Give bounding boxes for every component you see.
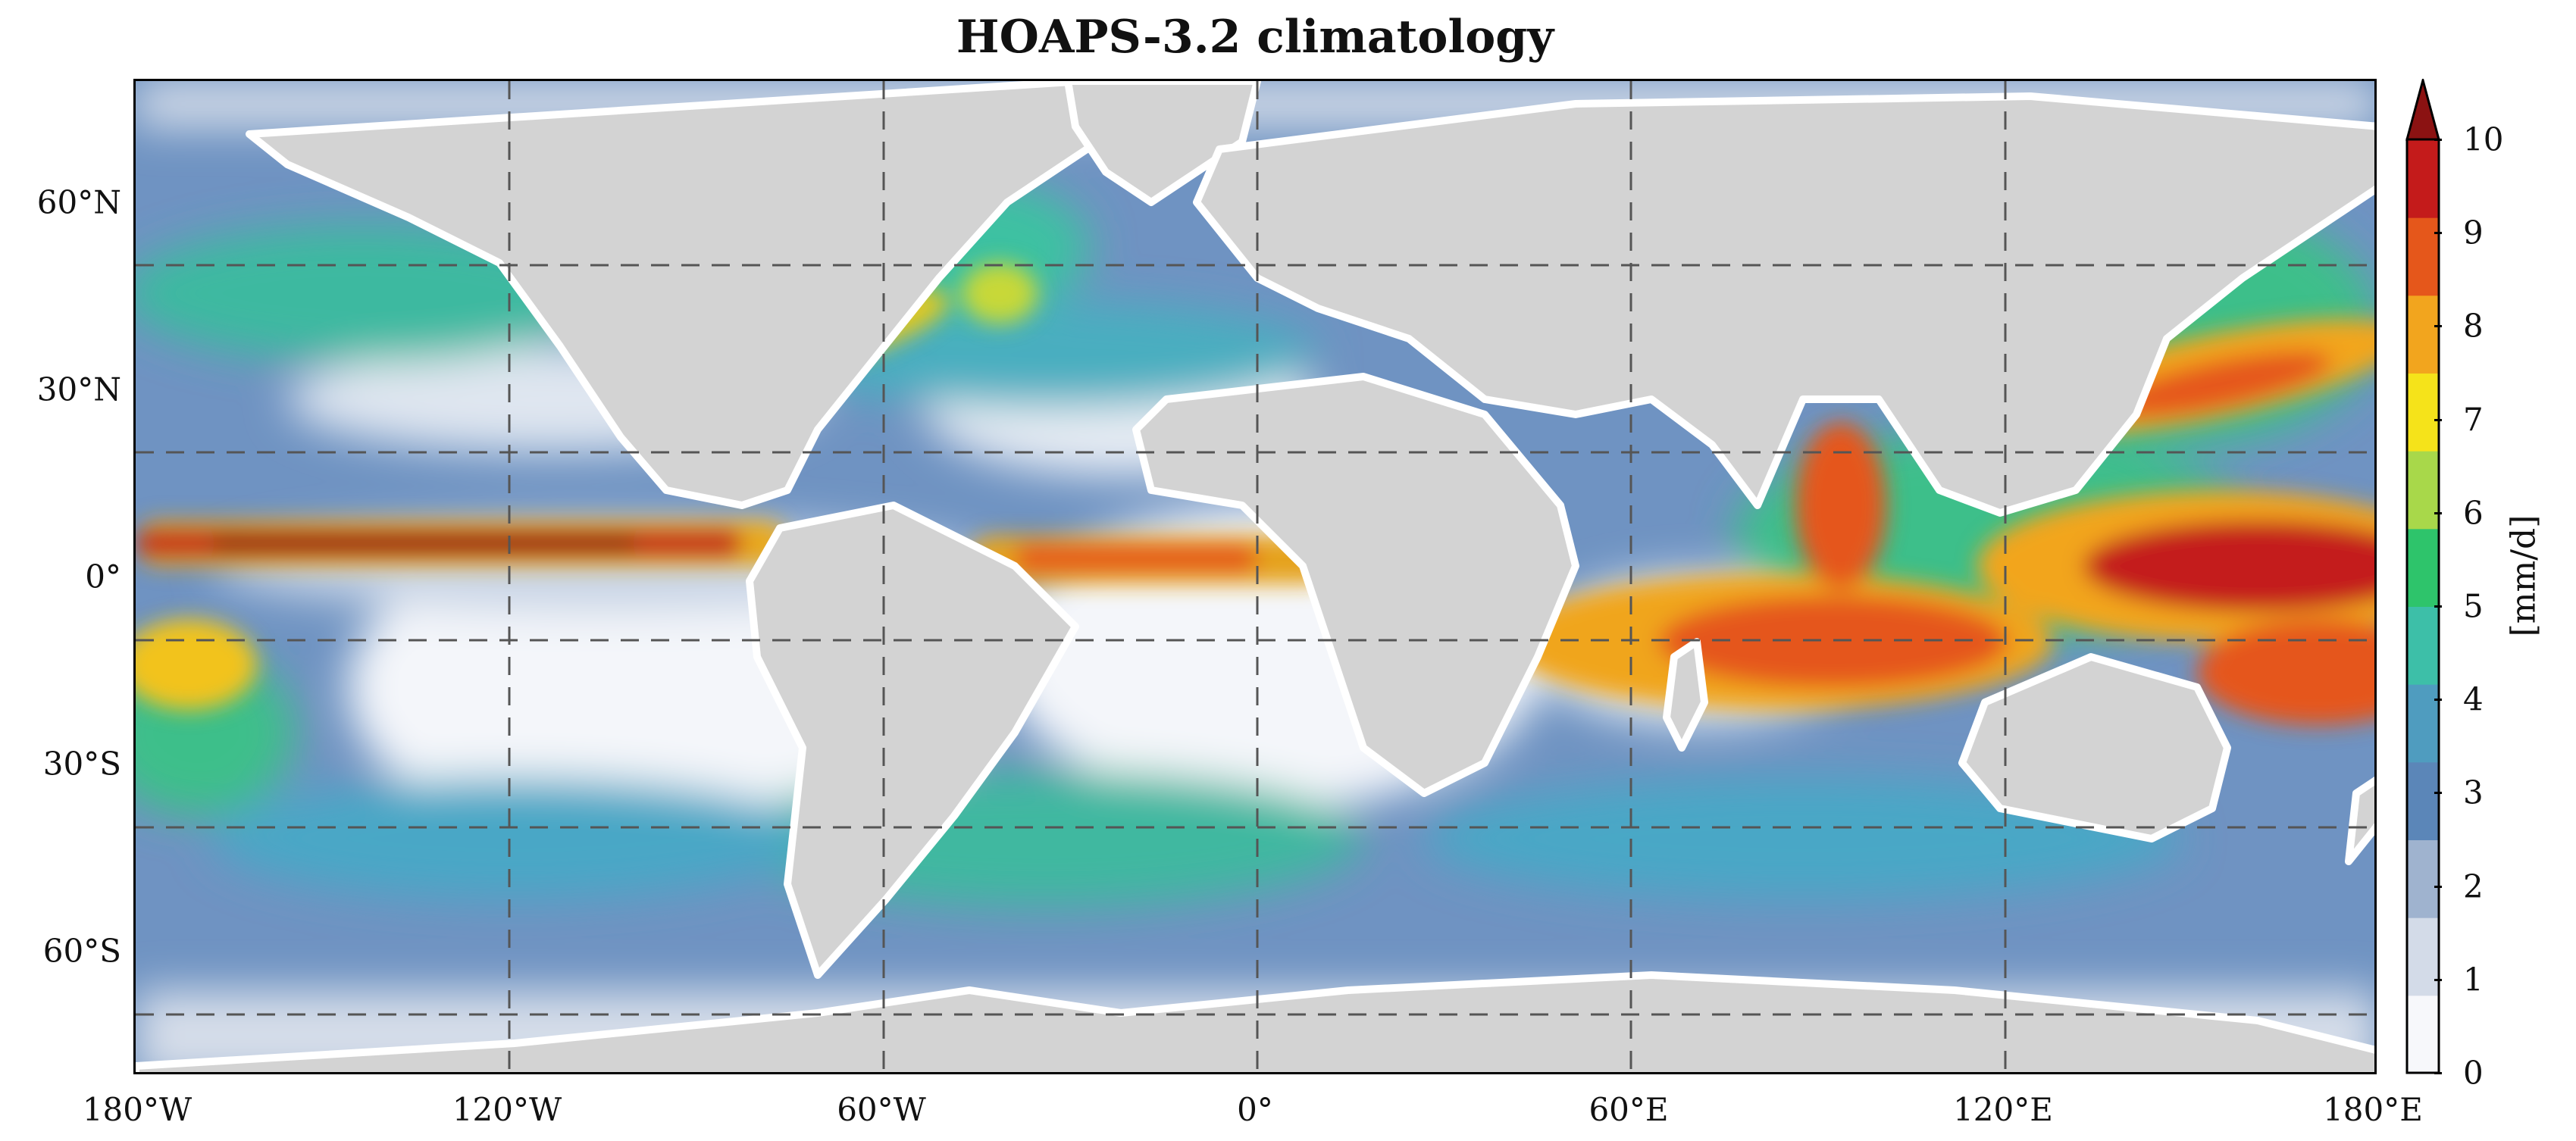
colorbar-band [2407, 683, 2439, 763]
lon-label-120e: 120°E [1953, 1091, 2053, 1128]
colorbar-band [2407, 761, 2439, 840]
colorbar-band [2407, 839, 2439, 918]
graticule [136, 81, 2374, 1072]
colorbar-tick-label: 9 [2463, 214, 2484, 252]
lon-label-60w: 60°W [837, 1091, 926, 1128]
colorbar-band [2407, 295, 2439, 374]
map-panel[interactable] [133, 79, 2377, 1074]
map-title: HOAPS-3.2 climatology [956, 11, 1554, 64]
lon-label-0: 0° [1237, 1091, 1273, 1128]
colorbar-tick-mark [2434, 885, 2442, 888]
colorbar-band [2407, 217, 2439, 296]
madagascar [1663, 638, 1708, 752]
colorbar-tick-mark [2434, 699, 2442, 702]
colorbar-band [2407, 139, 2439, 218]
lat-label-60s: 60°S [42, 932, 121, 970]
colorbar-tick-label: 5 [2463, 587, 2484, 625]
colorbar-extend-triangle [2405, 79, 2440, 141]
colorbar-band [2407, 373, 2439, 452]
colorbar-tick-label: 0 [2463, 1054, 2484, 1092]
colorbar-band [2407, 528, 2439, 607]
lon-label-180e: 180°E [2323, 1091, 2423, 1128]
greenland [1064, 81, 1261, 206]
colorbar-tick-mark [2434, 418, 2442, 421]
colorbar-band [2407, 606, 2439, 685]
colorbar-tick-mark [2434, 605, 2442, 608]
africa [1132, 373, 1579, 797]
colorbar-tick-label: 3 [2463, 774, 2484, 811]
colorbar-band [2407, 917, 2439, 996]
colorbar-tick-label: 2 [2463, 867, 2484, 905]
precipitation-map [136, 81, 2374, 1072]
colorbar-tick-label: 4 [2463, 680, 2484, 718]
colorbar-tick-mark [2434, 511, 2442, 514]
colorbar-tick-mark [2434, 325, 2442, 328]
colorbar-tick-mark [2434, 978, 2442, 981]
colorbar-tick-mark [2434, 792, 2442, 795]
lat-label-30s: 30°S [42, 745, 121, 783]
lat-label-60n: 60°N [36, 183, 121, 221]
colorbar-band [2407, 450, 2439, 530]
lat-label-equator: 0° [85, 558, 121, 596]
colorbar-unit-label: [mm/d] [2504, 514, 2543, 637]
land-masses [136, 81, 2374, 1072]
lat-label-30n: 30°N [36, 370, 121, 408]
colorbar-band [2407, 995, 2439, 1074]
australia [1958, 653, 2231, 842]
new-zealand [2345, 776, 2374, 865]
colorbar [2405, 79, 2440, 1074]
colorbar-tick-label: 8 [2463, 307, 2484, 345]
south-america [746, 502, 1079, 979]
antarctica [136, 971, 2374, 1072]
eurasia [1193, 92, 2374, 517]
colorbar-tick-mark [2434, 139, 2442, 141]
colorbar-tick-label: 1 [2463, 961, 2484, 999]
lon-label-180w: 180°W [82, 1091, 192, 1128]
colorbar-tick-label: 7 [2463, 401, 2484, 439]
colorbar-tick-mark [2434, 1072, 2442, 1074]
heavy-rain-bands [136, 263, 2374, 725]
lon-label-120w: 120°W [452, 1091, 562, 1128]
north-america [246, 81, 1125, 509]
lon-label-60e: 60°E [1588, 1091, 1669, 1128]
colorbar-tick-mark [2434, 232, 2442, 235]
colorbar-tick-label: 10 [2463, 120, 2504, 158]
colorbar-tick-label: 6 [2463, 494, 2484, 532]
